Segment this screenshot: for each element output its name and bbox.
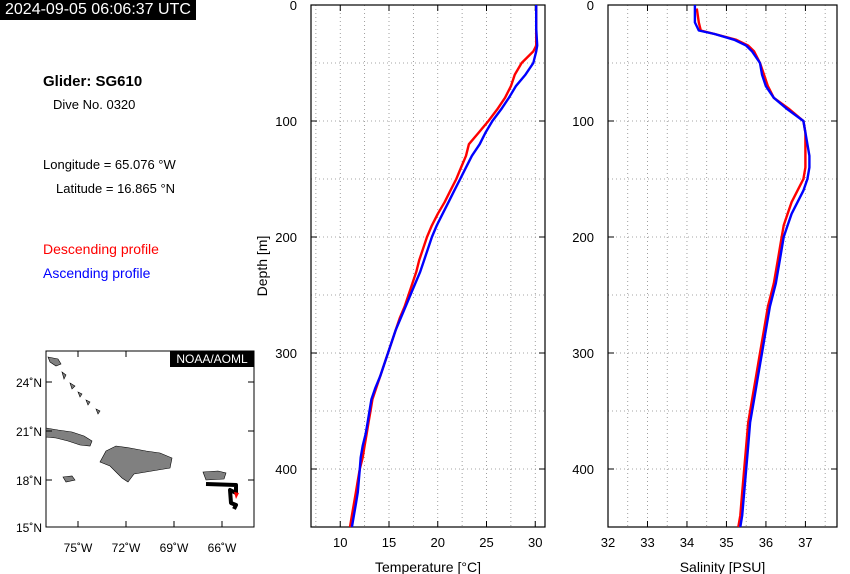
temp-x-tick-label: 10 [333, 535, 347, 550]
sal-x-tick-label: 33 [640, 535, 654, 550]
map-credit-box [170, 351, 254, 367]
map-lon-label: 66˚W [208, 541, 237, 555]
temp-y-tick-label: 0 [290, 0, 297, 13]
temp-y-axis-label: Depth [m] [254, 236, 270, 297]
sal-x-tick-label: 37 [798, 535, 812, 550]
sal-x-tick-label: 35 [719, 535, 733, 550]
map-lat-label: 15˚N [16, 521, 42, 535]
temp-x-tick-label: 20 [431, 535, 445, 550]
salinity-chart: 32 33 34 35 36 37 0 100 200 300 400 Salinity [PSU] [572, 0, 838, 574]
land-bahamas-1 [47, 356, 62, 367]
legend-ascending: Ascending profile [43, 265, 151, 281]
temp-plot-frame [310, 4, 546, 528]
land-cuba [45, 427, 93, 447]
map-lat-label: 24˚N [16, 376, 42, 390]
map-land [45, 356, 227, 483]
sal-y-tick-label: 300 [572, 346, 594, 361]
legend-descending: Descending profile [43, 241, 159, 257]
land-bahamas-4 [77, 391, 83, 398]
temp-y-tick-label: 300 [275, 346, 297, 361]
sal-x-tick-label: 32 [601, 535, 615, 550]
temp-x-tick-label: 25 [479, 535, 493, 550]
temp-x-axis-label: Temperature [°C] [375, 559, 481, 574]
land-bahamas-3 [69, 382, 76, 390]
sal-series-descending [695, 8, 807, 528]
map-lat-label: 21˚N [16, 425, 42, 439]
temp-y-tick-label: 400 [275, 462, 297, 477]
map-lon-label: 69˚W [160, 541, 189, 555]
temp-x-tick-label: 15 [382, 535, 396, 550]
map-lon-label: 75˚W [64, 541, 93, 555]
map-credit: NOAA/AOML [176, 352, 248, 366]
temp-series-descending [348, 5, 538, 528]
land-jamaica [62, 475, 76, 483]
sal-x-axis-label: Salinity [PSU] [680, 559, 766, 574]
timestamp: 2024-09-05 06:06:37 UTC [0, 0, 196, 20]
glider-position-marker [234, 492, 239, 499]
land-bahamas-5 [85, 399, 91, 406]
temp-series-ascending [350, 5, 539, 528]
glider-title: Glider: SG610 [43, 73, 143, 90]
land-bahamas-2 [61, 371, 67, 380]
map-axes: 24˚N 21˚N 18˚N 15˚N 75˚W 72˚W 69˚W 66˚W [16, 351, 254, 555]
land-hispaniola [99, 445, 173, 483]
sal-y-tick-label: 400 [572, 462, 594, 477]
sal-y-tick-label: 100 [572, 114, 594, 129]
temp-y-tick-label: 200 [275, 230, 297, 245]
temp-x-tick-label: 30 [528, 535, 542, 550]
longitude-readout: Longitude = 65.076 °W [43, 157, 176, 172]
dive-number: Dive No. 0320 [53, 97, 136, 112]
sal-x-tick-label: 34 [680, 535, 694, 550]
land-puerto-rico [202, 470, 227, 481]
latitude-readout: Latitude = 16.865 °N [56, 181, 176, 196]
inset-map: NOAA/AOML 24˚N 21˚N 18˚N 15˚N 75˚W 72˚W 69˚W 66… [16, 350, 255, 555]
temp-y-tick-label: 100 [275, 114, 297, 129]
glider-track [205, 482, 238, 510]
sal-y-tick-label: 0 [587, 0, 594, 13]
map-lat-label: 18˚N [16, 474, 42, 488]
sal-y-tick-label: 200 [572, 230, 594, 245]
sal-plot-frame [607, 4, 838, 528]
map-lon-label: 72˚W [112, 541, 141, 555]
sal-x-tick-label: 36 [759, 535, 773, 550]
land-turks [95, 408, 101, 415]
sal-series-ascending [693, 5, 811, 528]
